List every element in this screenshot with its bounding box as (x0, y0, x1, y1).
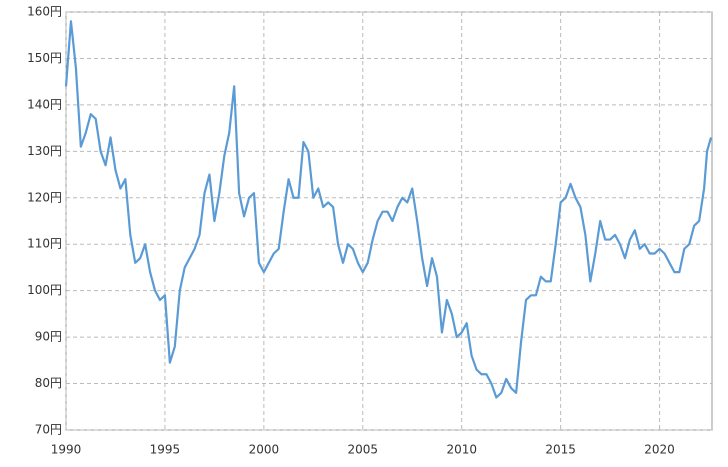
x-tick-label: 2015 (545, 443, 576, 457)
y-tick-label: 140円 (27, 97, 62, 111)
x-tick-label: 2010 (446, 443, 477, 457)
y-tick-label: 130円 (27, 144, 62, 158)
x-tick-label: 1995 (150, 443, 181, 457)
y-tick-label: 80円 (35, 376, 62, 390)
x-tick-label: 1990 (51, 443, 82, 457)
line (64, 20, 713, 399)
x-tick-label: 2000 (249, 443, 280, 457)
y-tick-label: 100円 (27, 283, 62, 297)
y-tick-label: 120円 (27, 190, 62, 204)
y-tick-label: 110円 (27, 237, 62, 251)
y-tick-label: 70円 (35, 423, 62, 437)
plot-frame (65, 11, 713, 431)
y-tick-label: 90円 (35, 330, 62, 344)
y-tick-label: 150円 (27, 51, 62, 65)
x-tick-label: 2005 (348, 443, 379, 457)
x-tick-label: 2020 (644, 443, 675, 457)
y-tick-label: 160円 (27, 5, 62, 19)
